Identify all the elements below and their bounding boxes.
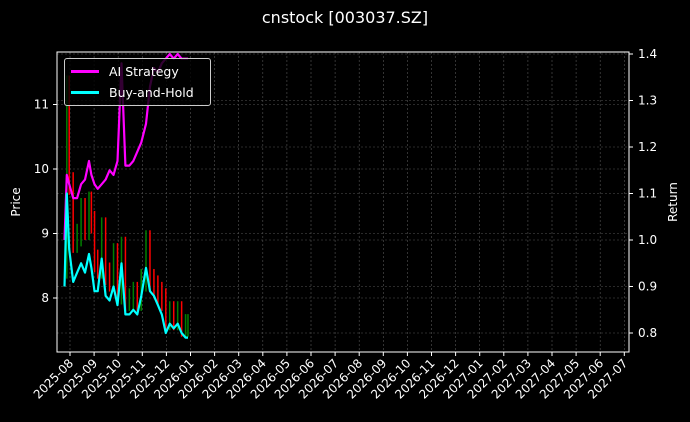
y-axis-left: 8 9 10 11 xyxy=(34,98,57,305)
y2-tick-label: 1.3 xyxy=(638,94,657,108)
legend-item-buy-and-hold: Buy-and-Hold xyxy=(71,83,194,101)
y2-tick-label: 1.0 xyxy=(638,233,657,247)
plot-frame xyxy=(56,51,630,353)
buy-and-hold-line xyxy=(63,192,188,339)
y-tick-label: 11 xyxy=(34,98,49,112)
x-axis: 2025-082025-092025-102025-112025-122026-… xyxy=(31,352,630,402)
chart-title: cnstock [003037.SZ] xyxy=(261,8,429,27)
y-tick-label: 8 xyxy=(41,291,49,305)
ai-strategy-line xyxy=(63,52,188,241)
y2-tick-label: 0.9 xyxy=(638,280,657,294)
legend: AI Strategy Buy-and-Hold xyxy=(64,58,211,106)
y-tick-label: 10 xyxy=(34,162,49,176)
y-axis-label: Price xyxy=(9,187,23,216)
y2-tick-label: 1.4 xyxy=(638,47,657,61)
grid-lines xyxy=(57,52,629,352)
y-axis-right: 0.8 0.9 1.0 1.1 1.2 1.3 1.4 xyxy=(629,47,657,340)
legend-swatch-ai xyxy=(71,69,99,73)
legend-swatch-bh xyxy=(71,90,99,94)
candlestick-series xyxy=(66,75,189,337)
legend-label: AI Strategy xyxy=(109,63,179,79)
legend-item-ai-strategy: AI Strategy xyxy=(71,62,179,80)
y-tick-label: 9 xyxy=(41,227,49,241)
y2-tick-label: 1.2 xyxy=(638,140,657,154)
y2-tick-label: 1.1 xyxy=(638,187,657,201)
legend-label: Buy-and-Hold xyxy=(109,84,194,100)
y2-tick-label: 0.8 xyxy=(638,326,657,340)
y2-axis-label: Return xyxy=(666,182,680,222)
